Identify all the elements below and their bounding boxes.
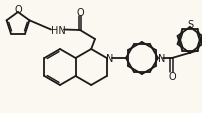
Text: N: N	[158, 54, 165, 63]
Text: N: N	[106, 54, 113, 63]
Text: O: O	[14, 4, 22, 14]
Text: HN: HN	[50, 25, 65, 35]
Text: O: O	[76, 8, 84, 18]
Text: O: O	[167, 71, 175, 81]
Text: S: S	[186, 19, 192, 29]
